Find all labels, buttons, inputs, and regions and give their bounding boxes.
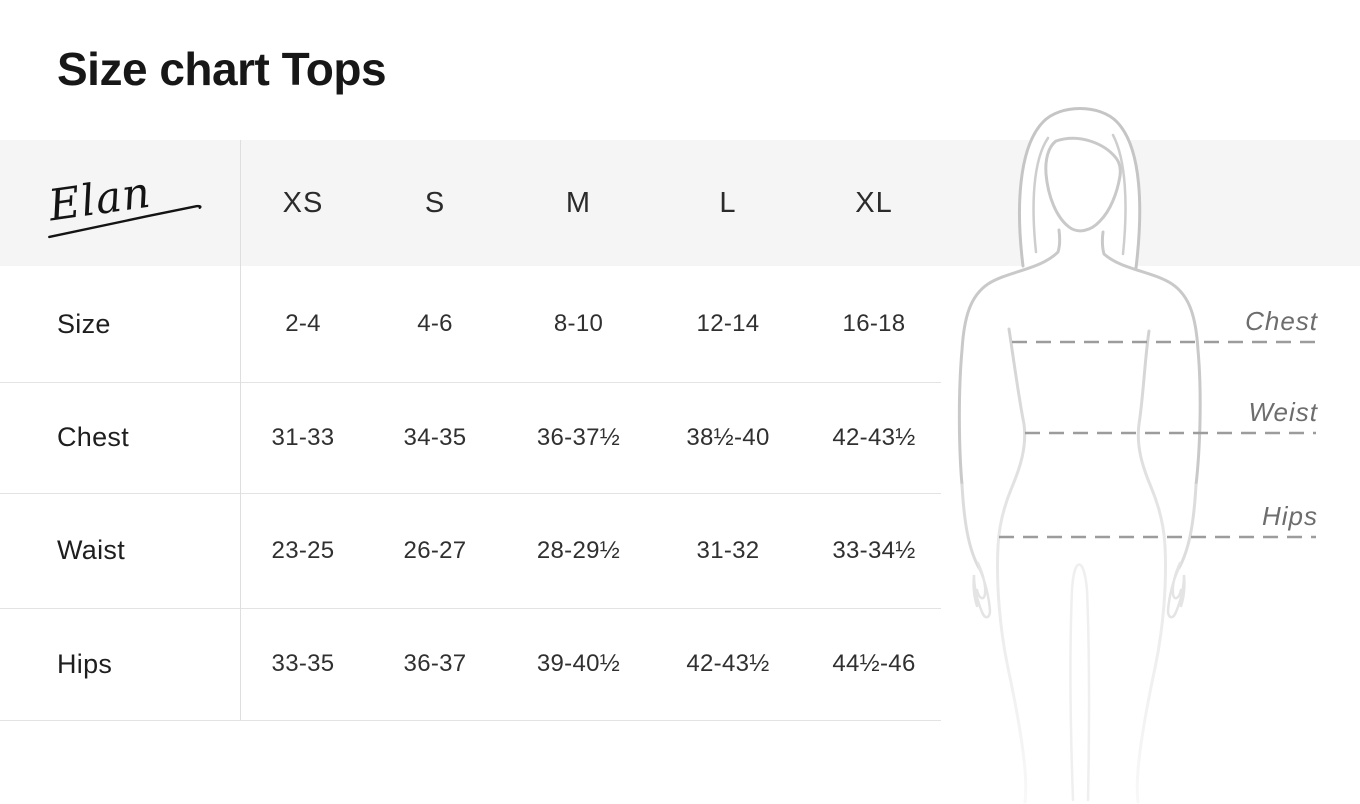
- table-cell: 36-37½: [536, 423, 621, 451]
- left-torso: [996, 327, 1027, 548]
- hair-outline: [1018, 107, 1142, 270]
- left-outer-leg: [995, 544, 1028, 804]
- table-cell: 42-43½: [832, 423, 916, 451]
- size-table: Elan XS S M L XL Size 2-4 4-6 8-10 12-14…: [0, 140, 945, 720]
- row-divider: [0, 382, 941, 383]
- brand-logo: Elan: [0, 140, 240, 266]
- hair-inner-right: [1111, 133, 1127, 256]
- column-header-l: L: [719, 186, 737, 219]
- row-label-hips: Hips: [57, 648, 113, 679]
- table-cell: 31-32: [696, 536, 760, 564]
- table-cell: 44½-46: [832, 650, 916, 677]
- left-hand: [972, 561, 992, 619]
- table-cell: 8-10: [553, 310, 604, 337]
- left-forearm: [960, 483, 981, 570]
- right-forearm: [1177, 483, 1198, 570]
- table-cell: 2-4: [285, 310, 321, 337]
- row-label-size: Size: [57, 308, 111, 339]
- column-header-s: S: [424, 186, 446, 219]
- right-hand: [1166, 561, 1186, 619]
- column-divider: [240, 140, 241, 720]
- table-cell: 31-33: [271, 423, 335, 451]
- row-label-waist: Waist: [57, 535, 125, 565]
- table-cell: 26-27: [403, 536, 467, 564]
- brand-signature: Elan: [46, 164, 206, 238]
- column-header-xl: XL: [855, 186, 893, 219]
- hair-inner-left: [1032, 136, 1050, 254]
- table-cell: 38½-40: [686, 423, 770, 451]
- row-divider: [0, 720, 941, 721]
- table-cell: 23-25: [271, 536, 335, 564]
- table-cell: 36-37: [403, 650, 467, 677]
- table-cell: 4-6: [417, 310, 453, 337]
- left-shoulder-arm: [957, 228, 1062, 487]
- page-title: Size chart Tops: [57, 43, 387, 95]
- table-cell: 33-35: [271, 650, 335, 677]
- table-cell: 12-14: [696, 310, 760, 337]
- hips-label: Hips: [1261, 501, 1318, 531]
- table-cell: 34-35: [403, 423, 467, 451]
- table-cell: 33-34½: [832, 536, 916, 564]
- table-cell: 39-40½: [536, 650, 621, 677]
- right-torso: [1136, 329, 1167, 548]
- neck-fill: [982, 224, 1178, 288]
- table-cell: 16-18: [842, 310, 906, 337]
- right-shoulder-arm: [1100, 230, 1202, 487]
- column-header-m: M: [565, 186, 592, 219]
- inner-legs: [1069, 563, 1091, 802]
- signature-underline: [48, 204, 202, 238]
- column-header-xs: XS: [282, 186, 324, 219]
- right-outer-leg: [1135, 544, 1168, 804]
- chest-label: Chest: [1245, 306, 1318, 336]
- body-silhouette-illustration: [957, 107, 1316, 804]
- row-divider: [0, 493, 941, 494]
- row-label-chest: Chest: [57, 422, 130, 452]
- table-cell: 28-29½: [536, 536, 621, 564]
- waist-label: Weist: [1248, 397, 1318, 427]
- face-outline: [1044, 136, 1122, 233]
- table-cell: 42-43½: [686, 650, 770, 677]
- row-divider: [0, 608, 941, 609]
